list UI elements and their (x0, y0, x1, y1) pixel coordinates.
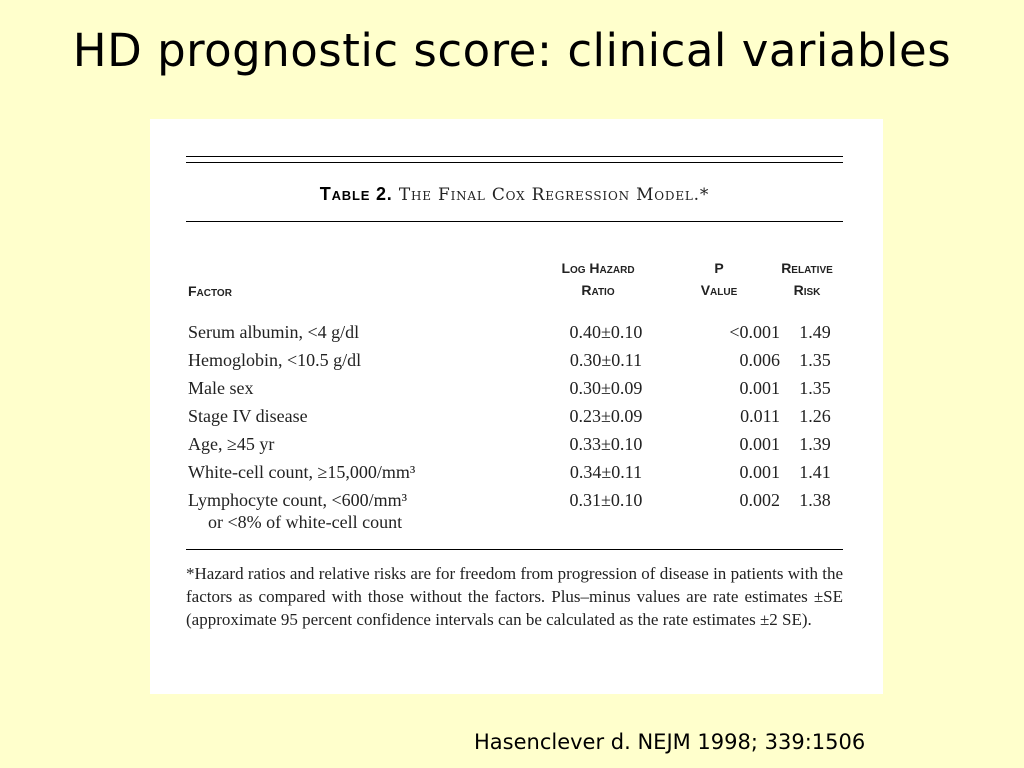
factor-cell: Age, ≥45 yr (188, 434, 275, 454)
log-hazard-ratio-cell: 0.34±0.11 (569, 462, 643, 482)
header-relative-risk: Relative Risk (781, 260, 833, 298)
factor-cell: Hemoglobin, <10.5 g/dl (188, 350, 362, 370)
relative-risk-cell: 1.35 (799, 378, 831, 398)
factor-cell: Serum albumin, <4 g/dl (188, 322, 360, 342)
top-rule-2 (186, 162, 843, 163)
log-hazard-ratio-cell: 0.31±0.10 (569, 490, 643, 510)
header-log-hazard-ratio: Log Hazard Ratio (561, 260, 635, 298)
header-factor: Factor (188, 283, 232, 299)
table-image: Table 2. The Final Cox Regression Model.… (150, 119, 883, 694)
table-caption-text: The Final Cox Regression Model.* (398, 185, 710, 205)
log-hazard-ratio-cell: 0.40±0.10 (569, 322, 643, 342)
log-hazard-ratio-cell: 0.30±0.09 (569, 378, 643, 398)
relative-risk-cell: 1.41 (799, 462, 831, 482)
p-value-cell: 0.002 (739, 490, 781, 510)
p-value-cell: 0.001 (739, 378, 781, 398)
relative-risk-cell: 1.49 (799, 322, 831, 342)
top-rule-1 (186, 156, 843, 157)
slide-title: HD prognostic score: clinical variables (72, 24, 952, 77)
caption-rule (186, 221, 843, 222)
log-hazard-ratio-cell: 0.30±0.11 (569, 350, 643, 370)
relative-risk-cell: 1.26 (799, 406, 831, 426)
relative-risk-cell: 1.35 (799, 350, 831, 370)
header-p-value: P Value (700, 260, 738, 298)
relative-risk-cell: 1.38 (799, 490, 831, 510)
p-value-cell: 0.011 (740, 406, 780, 426)
table-footnote: *Hazard ratios and relative risks are fo… (186, 564, 843, 629)
factor-cell: Lymphocyte count, <600/mm³ (188, 490, 408, 510)
factor-cell-continued: or <8% of white-cell count (208, 512, 403, 532)
factor-cell: Stage IV disease (188, 406, 308, 426)
citation: Hasenclever d. NEJM 1998; 339:1506 (474, 730, 866, 754)
p-value-cell: 0.001 (739, 462, 781, 482)
table-label: Table 2. (319, 184, 393, 204)
log-hazard-ratio-cell: 0.33±0.10 (569, 434, 643, 454)
factor-cell: White-cell count, ≥15,000/mm³ (188, 462, 416, 482)
table-caption: Table 2. The Final Cox Regression Model.… (186, 184, 843, 205)
p-value-cell: 0.001 (739, 434, 781, 454)
log-hazard-ratio-cell: 0.23±0.09 (569, 406, 643, 426)
factor-cell: Male sex (188, 378, 254, 398)
relative-risk-cell: 1.39 (799, 434, 831, 454)
p-value-cell: <0.001 (729, 322, 780, 342)
bottom-rule (186, 549, 843, 550)
p-value-cell: 0.006 (739, 350, 781, 370)
